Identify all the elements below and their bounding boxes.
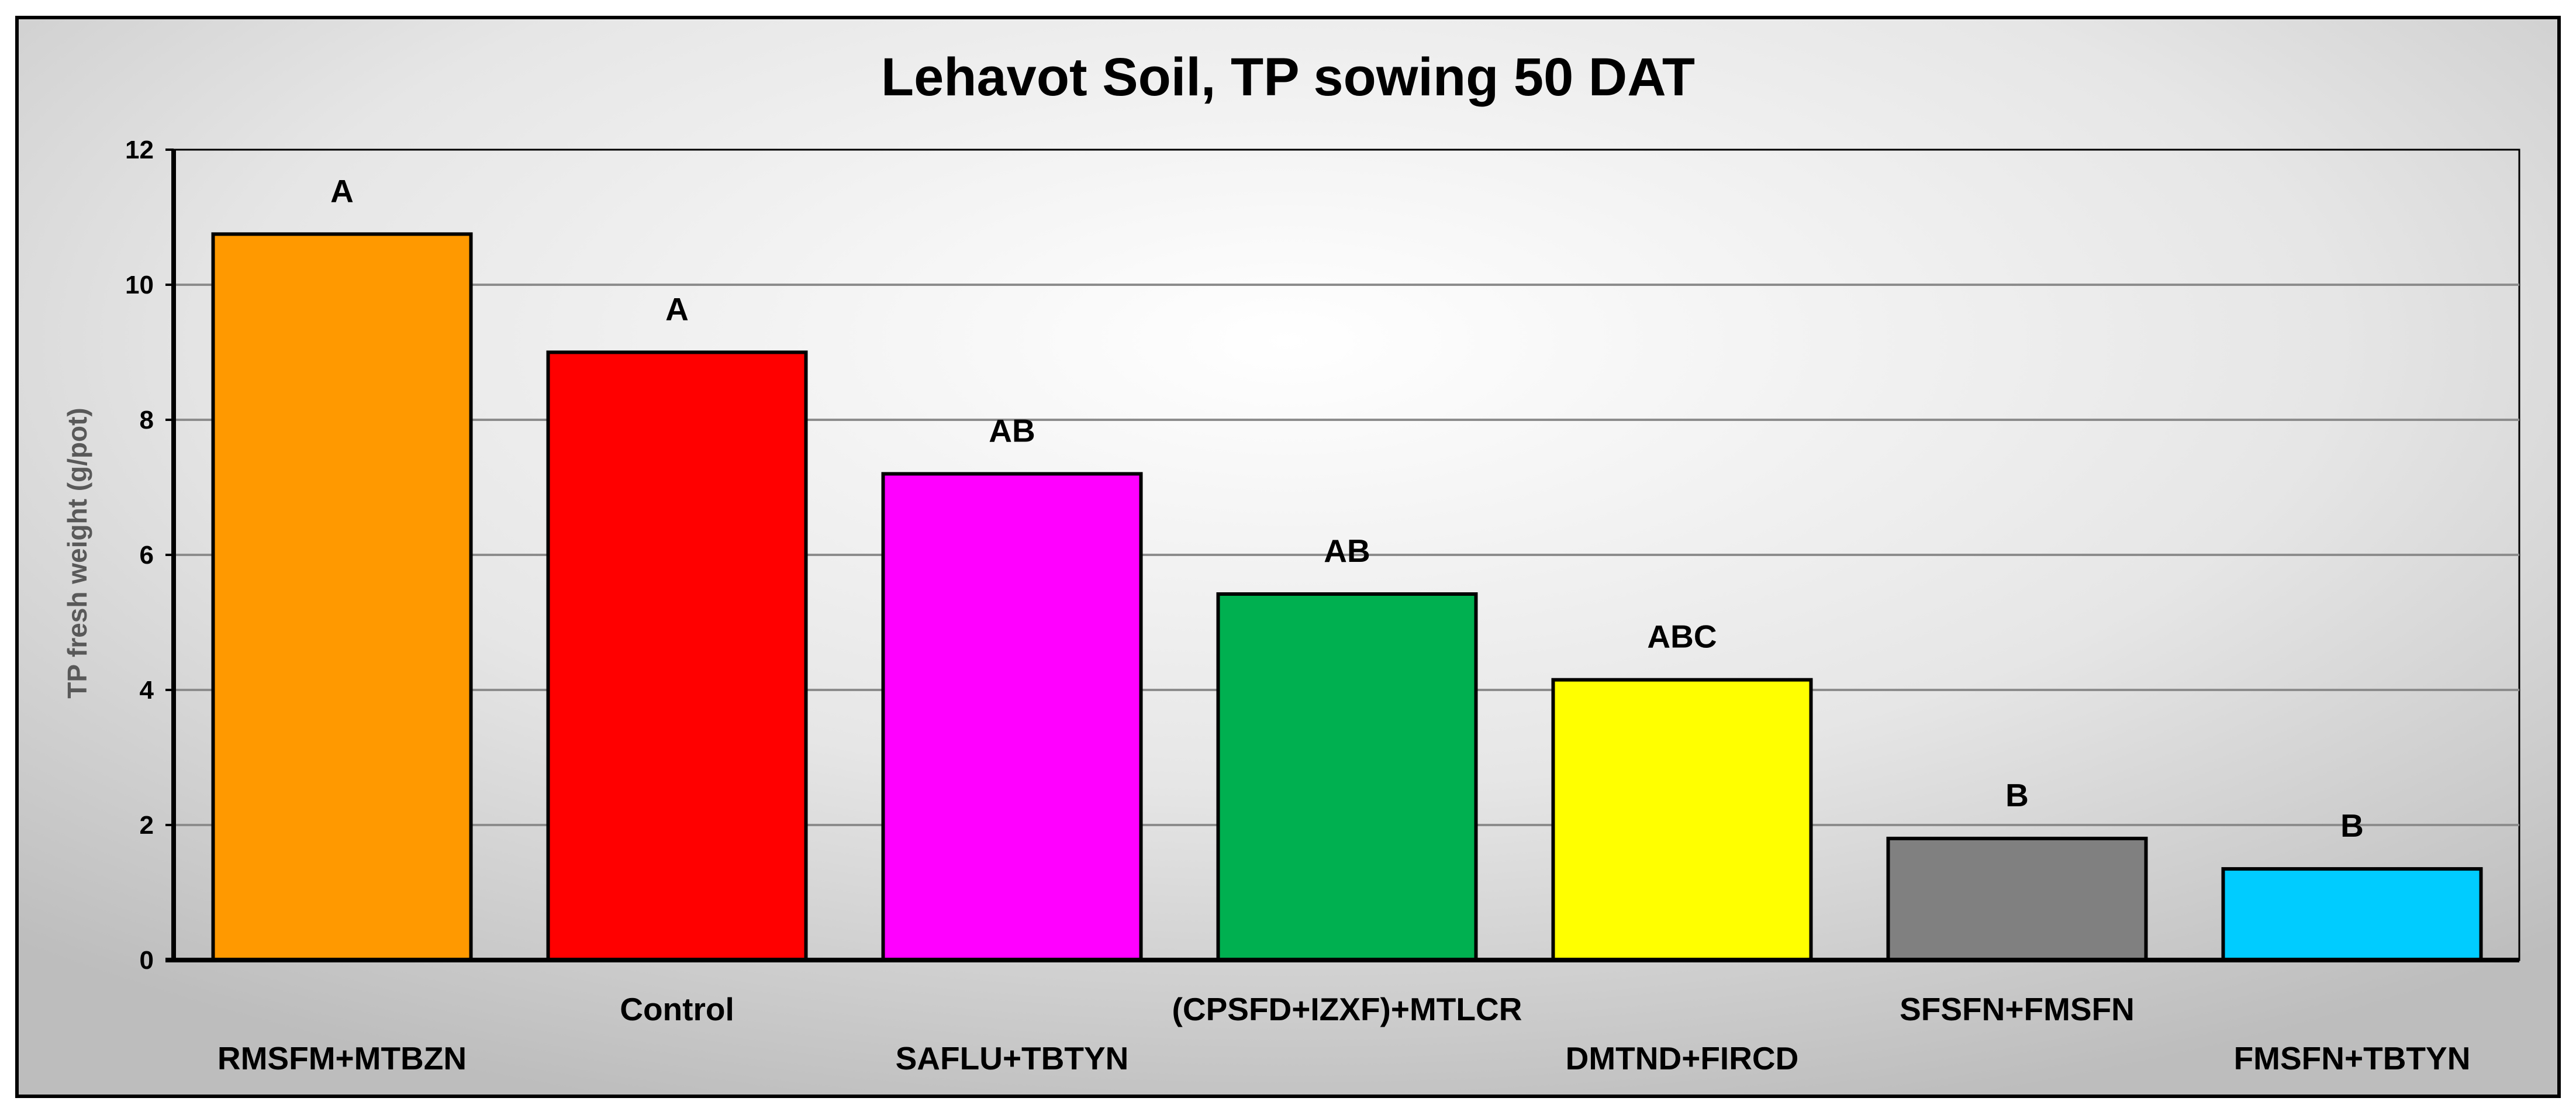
bar: [1886, 837, 2148, 962]
y-axis-ticks: 0 2 4 6 8 10 12: [125, 136, 174, 975]
bar: [881, 472, 1143, 962]
significance-label: ABC: [1647, 619, 1717, 655]
x-category-label: RMSFM+MTBZN: [217, 1040, 467, 1076]
bar: [2221, 867, 2483, 962]
bar: [211, 232, 473, 962]
y-tick-label: 6: [140, 541, 154, 569]
category-labels: RMSFM+MTBZN Control SAFLU+TBTYN (CPSFD+IZXF…: [217, 991, 2471, 1076]
significance-labels: A A AB AB ABC B B: [330, 172, 2364, 844]
y-tick-label: 4: [140, 676, 154, 705]
chart-title: Lehavot Soil, TP sowing 50 DAT: [881, 47, 1695, 107]
x-category-label: DMTND+FIRCD: [1566, 1040, 1799, 1076]
bar: [1551, 678, 1813, 962]
y-tick-label: 10: [125, 271, 154, 299]
y-tick-label: 2: [140, 811, 154, 840]
significance-label: B: [2340, 807, 2364, 844]
significance-label: A: [330, 172, 354, 209]
significance-label: A: [665, 291, 689, 327]
significance-label: B: [2005, 777, 2029, 813]
bars: [211, 232, 2483, 962]
y-tick-label: 12: [125, 136, 154, 164]
y-tick-label: 8: [140, 406, 154, 434]
significance-label: AB: [989, 412, 1035, 448]
x-category-label: SFSFN+FMSFN: [1900, 991, 2135, 1027]
x-category-label: (CPSFD+IZXF)+MTLCR: [1172, 991, 1522, 1027]
x-category-label: SAFLU+TBTYN: [896, 1040, 1129, 1076]
bar: [546, 350, 808, 962]
y-tick-label: 0: [140, 946, 154, 975]
y-axis-title: TP fresh weight (g/pot): [62, 408, 92, 698]
x-category-label: FMSFN+TBTYN: [2234, 1040, 2471, 1076]
bar: [1216, 592, 1478, 962]
x-category-label: Control: [620, 991, 734, 1027]
significance-label: AB: [1324, 533, 1370, 569]
